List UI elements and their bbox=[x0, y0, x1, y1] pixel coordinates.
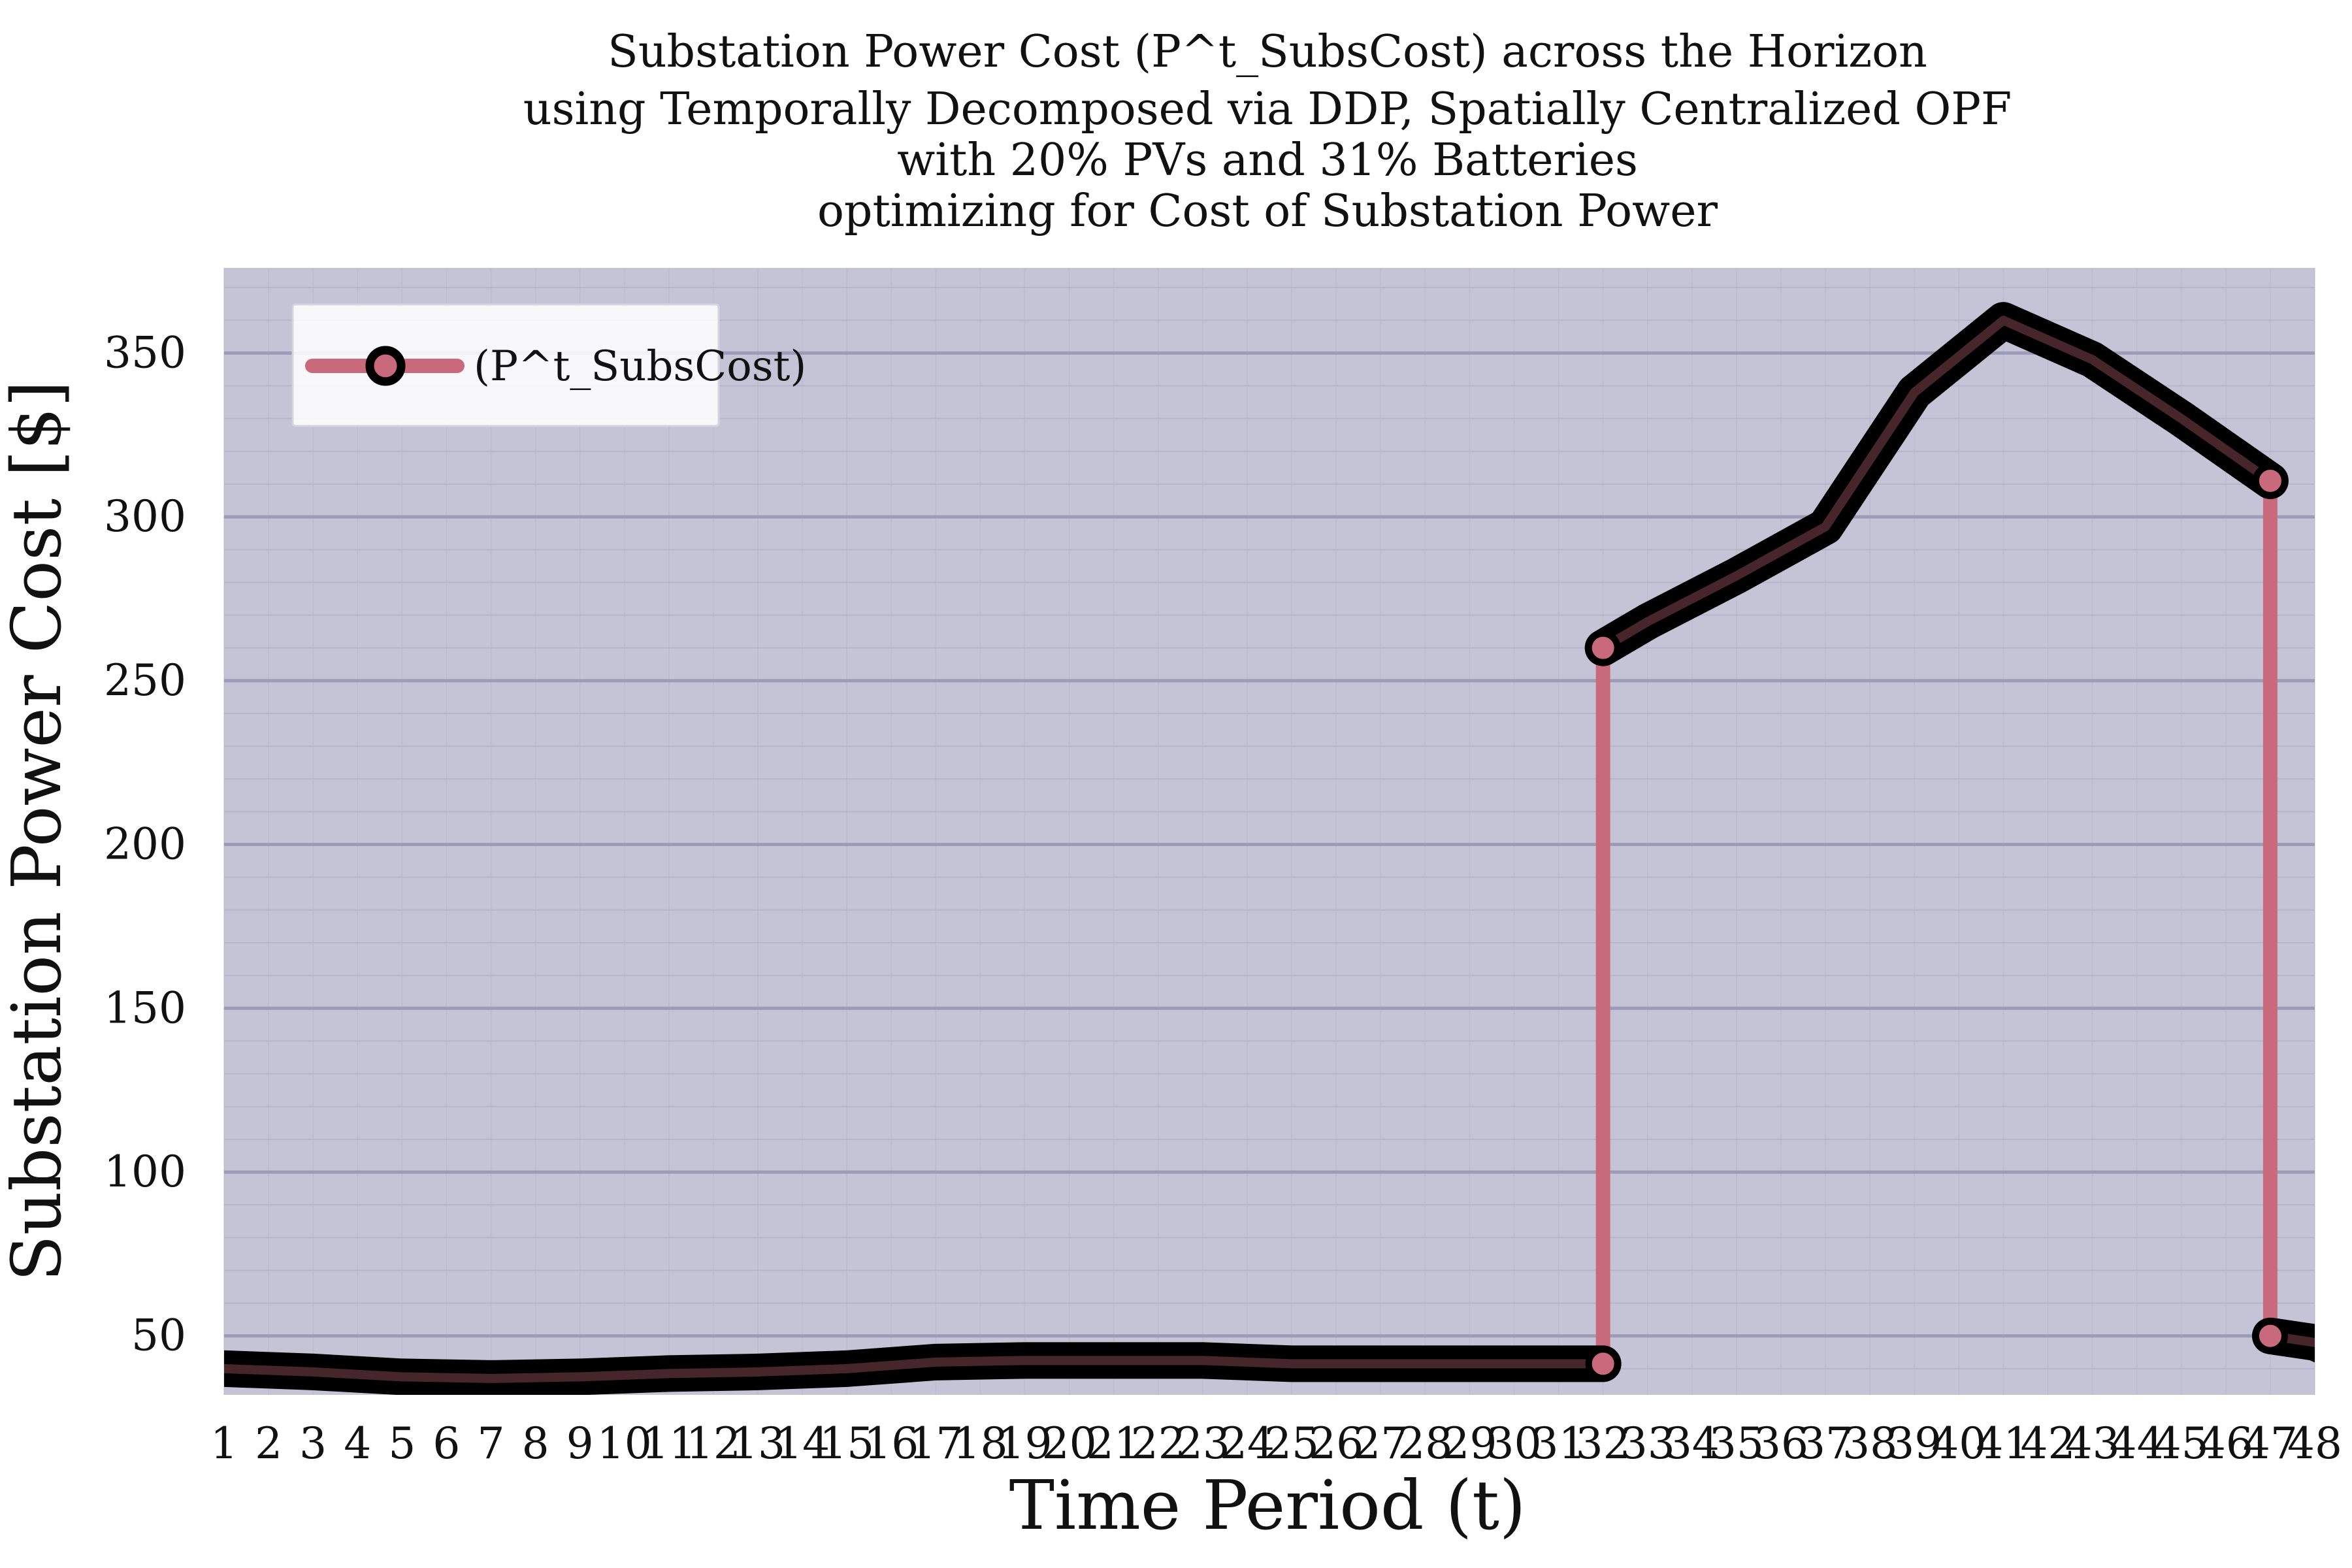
x-tick-label: 1 bbox=[210, 1418, 238, 1469]
x-tick-label: 21 bbox=[1086, 1418, 1141, 1469]
x-axis-ticks: 1 2 3 4 5 6 7 8 9 1011121314151617181920212223242… bbox=[210, 1418, 2342, 1469]
y-tick-label: 350 bbox=[104, 327, 186, 378]
y-tick-label: 150 bbox=[104, 983, 186, 1033]
x-tick-label: 27 bbox=[1353, 1418, 1408, 1469]
x-tick-label: 40 bbox=[1931, 1418, 1986, 1469]
y-tick-label: 50 bbox=[131, 1311, 186, 1361]
minor-gridlines bbox=[223, 268, 2315, 1395]
x-tick-label: 22 bbox=[1131, 1418, 1186, 1469]
y-axis-label: Substation Power Cost [$] bbox=[0, 380, 76, 1281]
series-point bbox=[2345, 1328, 2352, 1357]
legend-box bbox=[291, 303, 720, 427]
x-tick-label: 45 bbox=[2154, 1418, 2209, 1469]
title-line-4: optimizing for Cost of Substation Power bbox=[817, 186, 1718, 237]
x-tick-label: 10 bbox=[597, 1418, 652, 1469]
x-tick-label: 29 bbox=[1442, 1418, 1497, 1469]
series-point bbox=[1585, 1346, 1621, 1382]
series-marker-trail bbox=[224, 1342, 1622, 1395]
x-tick-label: 9 bbox=[566, 1418, 594, 1469]
x-tick-label: 43 bbox=[2065, 1418, 2120, 1469]
x-tick-label: 7 bbox=[478, 1418, 505, 1469]
x-tick-label: 12 bbox=[686, 1418, 741, 1469]
series-point bbox=[2252, 463, 2288, 498]
title-line-3: with 20% PVs and 31% Batteries bbox=[897, 135, 1638, 186]
series-point bbox=[2252, 1318, 2288, 1354]
y-tick-label: 200 bbox=[104, 819, 186, 870]
legend: (P^t_SubsCost) bbox=[291, 303, 806, 427]
x-tick-label: 5 bbox=[388, 1418, 416, 1469]
x-tick-label: 3 bbox=[299, 1418, 327, 1469]
series-subscost bbox=[224, 302, 2352, 1395]
x-tick-label: 13 bbox=[730, 1418, 785, 1469]
x-tick-label: 24 bbox=[1220, 1418, 1275, 1469]
x-tick-label: 15 bbox=[819, 1418, 874, 1469]
series-marker-trail bbox=[1584, 302, 2289, 666]
x-tick-label: 17 bbox=[908, 1418, 963, 1469]
series-line bbox=[1601, 316, 2273, 652]
x-tick-label: 44 bbox=[2110, 1418, 2164, 1469]
x-tick-label: 23 bbox=[1175, 1418, 1230, 1469]
x-tick-label: 36 bbox=[1754, 1418, 1808, 1469]
series-line bbox=[224, 1356, 1603, 1383]
legend-marker-sample bbox=[365, 346, 406, 386]
series-point bbox=[1585, 630, 1621, 666]
x-tick-label: 8 bbox=[522, 1418, 549, 1469]
x-tick-label: 39 bbox=[1887, 1418, 1942, 1469]
chart-title: Substation Power Cost (P^t_SubsCost) acr… bbox=[523, 26, 2012, 237]
x-tick-label: 6 bbox=[433, 1418, 460, 1469]
x-tick-label: 34 bbox=[1665, 1418, 1720, 1469]
plot-area bbox=[224, 268, 2315, 1395]
x-tick-label: 25 bbox=[1264, 1418, 1319, 1469]
x-tick-label: 16 bbox=[864, 1418, 919, 1469]
x-tick-label: 38 bbox=[1842, 1418, 1897, 1469]
x-tick-label: 42 bbox=[2020, 1418, 2075, 1469]
y-tick-label: 250 bbox=[104, 655, 186, 706]
legend-label: (P^t_SubsCost) bbox=[474, 342, 806, 391]
x-tick-label: 14 bbox=[775, 1418, 830, 1469]
x-tick-label: 33 bbox=[1620, 1418, 1675, 1469]
x-tick-label: 41 bbox=[1976, 1418, 2031, 1469]
x-tick-label: 35 bbox=[1709, 1418, 1764, 1469]
x-axis-label: Time Period (t) bbox=[1009, 1465, 1526, 1545]
x-tick-label: 46 bbox=[2198, 1418, 2253, 1469]
x-tick-label: 19 bbox=[998, 1418, 1053, 1469]
x-tick-label: 18 bbox=[953, 1418, 1007, 1469]
x-tick-label: 48 bbox=[2287, 1418, 2342, 1469]
x-tick-label: 47 bbox=[2243, 1418, 2298, 1469]
x-tick-label: 2 bbox=[255, 1418, 282, 1469]
y-tick-label: 100 bbox=[104, 1147, 186, 1197]
x-tick-label: 4 bbox=[344, 1418, 371, 1469]
x-tick-label: 20 bbox=[1042, 1418, 1097, 1469]
x-tick-label: 26 bbox=[1309, 1418, 1364, 1469]
y-tick-label: 300 bbox=[104, 491, 186, 542]
x-tick-label: 32 bbox=[1576, 1418, 1631, 1469]
title-line-1: Substation Power Cost (P^t_SubsCost) acr… bbox=[608, 26, 1927, 78]
y-axis-ticks: 50 100 150 200 250 300 350 bbox=[104, 327, 186, 1360]
x-tick-label: 31 bbox=[1531, 1418, 1586, 1469]
title-line-2: using Temporally Decomposed via DDP, Spa… bbox=[523, 84, 2012, 135]
x-tick-label: 30 bbox=[1486, 1418, 1541, 1469]
x-tick-label: 37 bbox=[1798, 1418, 1853, 1469]
x-tick-label: 11 bbox=[642, 1418, 696, 1469]
x-tick-label: 28 bbox=[1397, 1418, 1452, 1469]
